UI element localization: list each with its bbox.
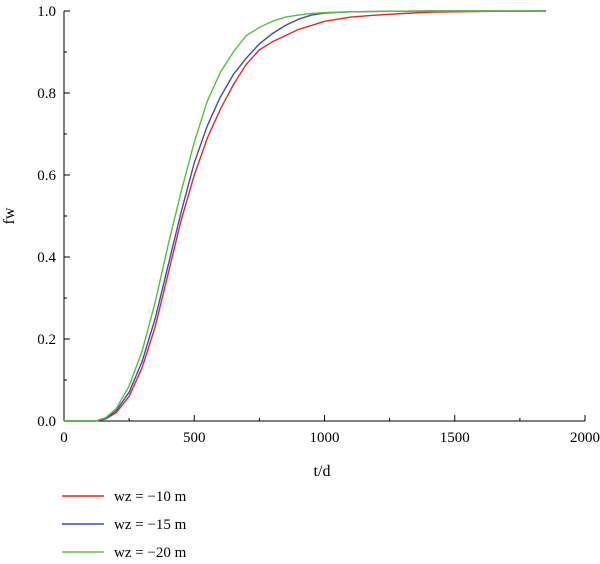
x-tick-label: 0 (60, 430, 68, 446)
plot-area: 0 500 1000 1500 2000 0.0 0.2 0.4 0.6 0.8 1.0 (37, 4, 600, 446)
legend-label: wz = −20 m (114, 545, 187, 561)
y-tick-label: 1.0 (37, 4, 56, 20)
legend-label: wz = −15 m (114, 517, 187, 533)
legend: wz = −10 m wz = −15 m wz = −20 m (62, 489, 187, 561)
x-axis-ticks: 0 500 1000 1500 2000 (60, 415, 600, 446)
series-line-2 (64, 10, 546, 422)
y-tick-label: 0.6 (37, 168, 56, 184)
y-axis-title: fw (1, 207, 18, 224)
x-tick-label: 500 (183, 430, 206, 446)
legend-label: wz = −10 m (114, 489, 187, 505)
x-axis-title: t/d (314, 463, 331, 480)
x-tick-label: 2000 (570, 430, 600, 446)
series-line-3 (64, 10, 546, 422)
y-tick-label: 0.4 (37, 250, 56, 266)
x-tick-label: 1000 (310, 430, 340, 446)
series-lines (64, 10, 546, 422)
y-tick-label: 0.0 (37, 414, 56, 430)
series-line-1 (64, 10, 546, 422)
y-tick-label: 0.2 (37, 332, 56, 348)
y-tick-label: 0.8 (37, 86, 56, 102)
y-axis-ticks: 0.0 0.2 0.4 0.6 0.8 1.0 (37, 4, 70, 430)
x-tick-label: 1500 (440, 430, 470, 446)
